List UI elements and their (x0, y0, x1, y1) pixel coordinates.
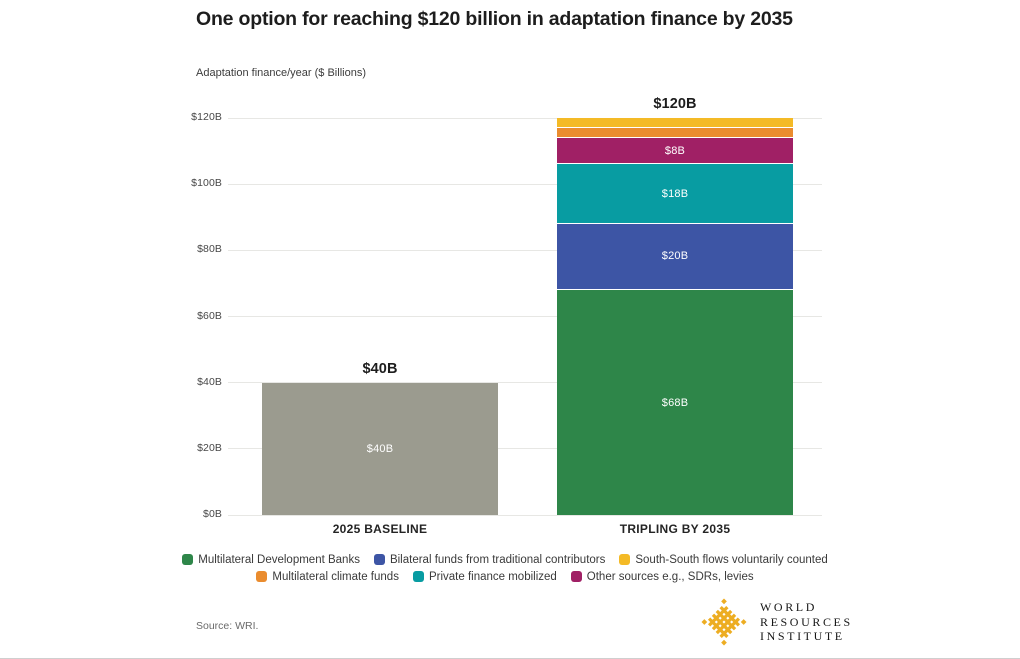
bar-total-label: $40B (362, 360, 398, 377)
wri-logo-text: WORLD RESOURCES INSTITUTE (760, 600, 853, 644)
wri-logo: WORLD RESOURCES INSTITUTE (701, 597, 853, 647)
y-tick-label: $80B (197, 243, 222, 256)
legend-row: Multilateral Development Banks Bilateral … (182, 551, 828, 568)
segment-value-label: $18B (661, 187, 689, 200)
segment-value-label: $40B (366, 442, 394, 455)
legend-item: Multilateral Development Banks (182, 554, 360, 566)
legend-swatch (412, 571, 424, 582)
y-tick-label: $0B (203, 508, 222, 520)
gridline-$80B (228, 249, 822, 251)
legend-item: Other sources e.g., SDRs, levies (570, 570, 754, 583)
bar-total-label: $120B (653, 96, 697, 112)
legend-label: Other sources e.g., SDRs, levies (586, 570, 754, 583)
gridline-$100B (228, 183, 822, 185)
legend-item: Private finance mobilized (412, 570, 557, 583)
legend-swatch (256, 571, 268, 582)
gridline-$60B (228, 316, 822, 317)
y-tick-label: $100B (191, 177, 222, 190)
y-tick-label: $60B (197, 309, 222, 322)
bar-segment: $18B (557, 164, 793, 224)
legend-label: Multilateral Development Banks (198, 553, 360, 566)
legend-row: Multilateral climate funds Private financ… (185, 568, 825, 585)
bar-2025-baseline: $40B (262, 382, 498, 515)
logo-line-world: WORLD (760, 600, 817, 615)
bar-segment: $68B (557, 290, 793, 515)
legend-swatch (182, 554, 194, 565)
bar-segment: $40B (262, 382, 498, 515)
segment-value-label: $68B (661, 396, 689, 409)
logo-line-resources: RESOURCES (760, 614, 853, 629)
logo-line-institute: INSTITUTE (760, 629, 845, 644)
gridline-$20B (228, 448, 822, 450)
gridline-$40B (228, 382, 822, 384)
legend-label: Multilateral climate funds (272, 570, 399, 583)
segment-value-label: $20B (661, 250, 689, 263)
source-note: Source: WRI. (196, 620, 259, 632)
x-category-label: 2025 BASELINE (332, 522, 428, 536)
x-category-label: TRIPLING BY 2035 (619, 522, 731, 536)
legend: Multilateral Development Banks Bilateral … (182, 551, 828, 585)
bar-segment: $20B (557, 223, 793, 291)
chart-title: One option for reaching $120 billion in … (196, 8, 793, 30)
wri-weave-diamond-icon (701, 598, 747, 646)
bar-segment: $8B (557, 137, 793, 165)
legend-label: Bilateral funds from traditional contrib… (389, 553, 606, 566)
gridline-$120B (228, 117, 822, 119)
y-tick-label: $120B (191, 111, 222, 123)
legend-item: South-South flows voluntarily counted (619, 553, 828, 566)
legend-item: Bilateral funds from traditional contrib… (373, 553, 606, 566)
legend-item: Multilateral climate funds (256, 571, 399, 583)
legend-swatch (570, 571, 582, 582)
bar-tripling-by-2035: $68B $20B $18B $8B (557, 118, 793, 515)
bar-segment (557, 127, 793, 138)
bar-segment (557, 118, 793, 128)
y-axis-unit-label: Adaptation finance/year ($ Billions) (196, 67, 366, 79)
gridline-$0B (228, 514, 822, 516)
legend-label: Private finance mobilized (428, 570, 557, 583)
legend-label: South-South flows voluntarily counted (635, 553, 828, 566)
segment-value-label: $8B (664, 144, 686, 157)
legend-swatch (619, 554, 631, 565)
legend-swatch (373, 554, 385, 565)
y-tick-label: $40B (197, 375, 222, 388)
plot-area: $40B $68B $20B $18B $8B (228, 117, 822, 516)
y-tick-label: $20B (197, 441, 222, 454)
